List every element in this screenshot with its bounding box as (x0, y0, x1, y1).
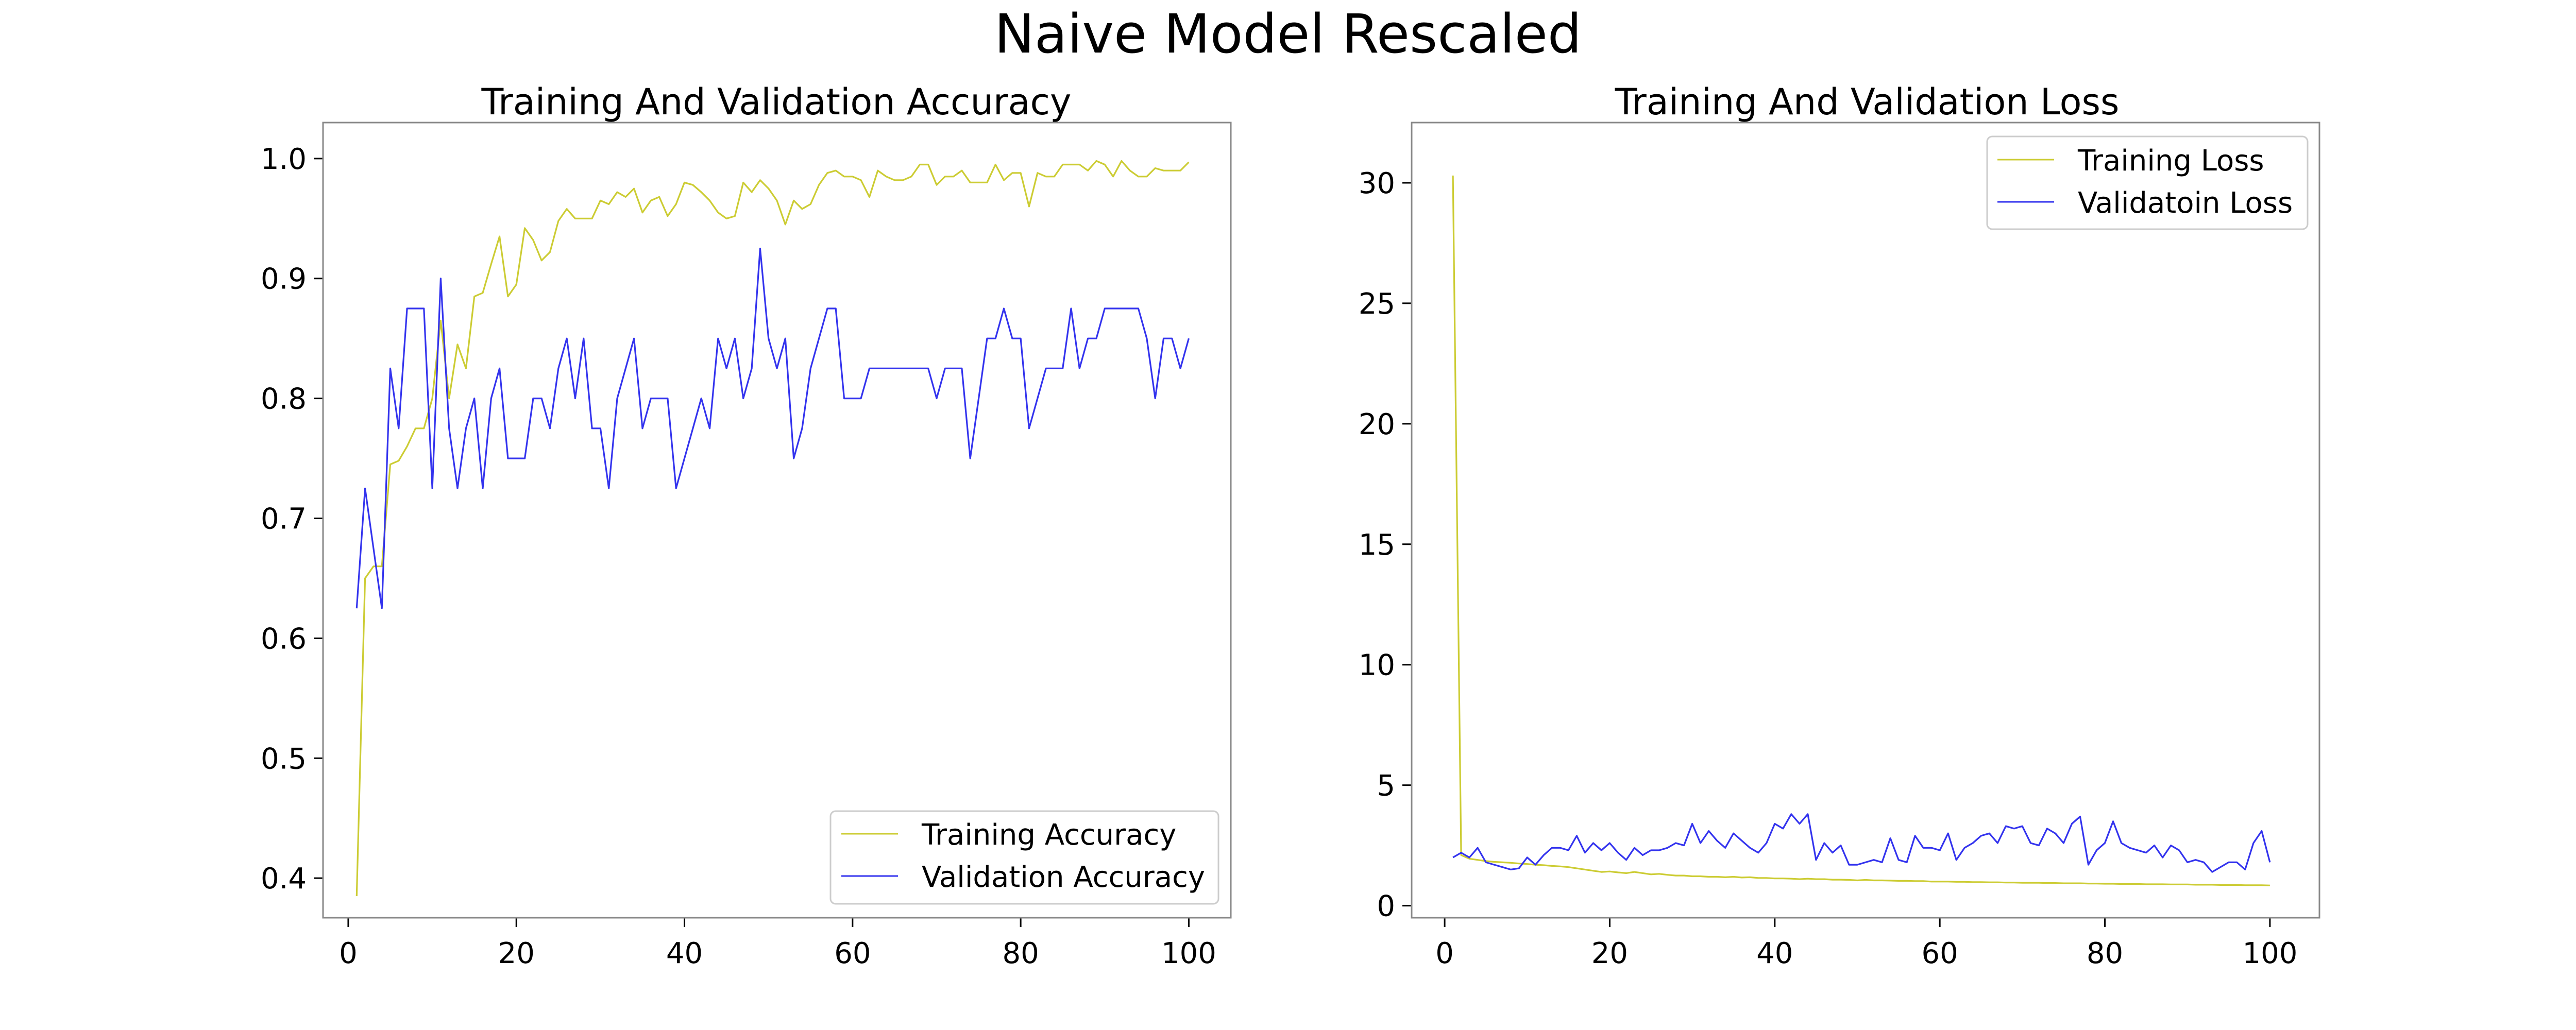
loss-y-tick-label: 5 (1377, 769, 1395, 803)
loss-x-tick-label: 40 (1756, 937, 1793, 970)
figure-title: Naive Model Rescaled (994, 3, 1582, 65)
loss-legend-box (1986, 135, 2309, 230)
legend-label-validation-accuracy: Validation Accuracy (922, 861, 1205, 894)
loss-chart: Training And Validation Loss 0 20 40 60 80 10… (1359, 81, 2320, 970)
accuracy-y-tick-label: 0.6 (261, 622, 307, 656)
accuracy-x-tick-label: 20 (498, 937, 535, 970)
accuracy-x-tick-label: 80 (1002, 937, 1039, 970)
loss-chart-title: Training And Validation Loss (1615, 81, 2120, 123)
accuracy-chart-title: Training And Validation Accuracy (481, 81, 1072, 123)
accuracy-chart-plot: 0 20 40 60 80 100 0.4 0.5 0.6 0.7 0.8 0.9 1.0 (261, 143, 1216, 970)
accuracy-y-tick-label: 0.4 (261, 862, 307, 896)
accuracy-y-tick-label: 0.8 (261, 383, 307, 416)
loss-chart-frame (1411, 122, 2320, 919)
loss-x-tick-label: 20 (1591, 937, 1628, 970)
loss-line-validatoin-loss (1452, 813, 2271, 873)
loss-legend: Training Loss Validatoin Loss (1986, 135, 2309, 230)
accuracy-x-tick-label: 0 (339, 937, 358, 970)
loss-x-tick-label: 60 (1922, 937, 1958, 970)
loss-y-tick-label: 25 (1359, 287, 1395, 321)
accuracy-legend-box (829, 810, 1219, 905)
accuracy-x-tick-label: 100 (1161, 937, 1216, 970)
loss-line-training-loss (1452, 175, 2270, 886)
loss-y-tick-label: 20 (1359, 408, 1395, 441)
loss-y-tick-label: 15 (1359, 528, 1395, 562)
loss-y-tick-label: 0 (1377, 890, 1395, 923)
accuracy-y-tick-label: 0.7 (261, 503, 307, 536)
legend-label-validation-loss: Validatoin Loss (2078, 186, 2293, 220)
legend-label-training-accuracy: Training Accuracy (921, 818, 1176, 852)
accuracy-y-tick-label: 0.5 (261, 742, 307, 776)
accuracy-line-validation-accuracy (355, 247, 1190, 609)
loss-x-tick-label: 0 (1435, 937, 1454, 970)
accuracy-y-tick-label: 1.0 (261, 143, 307, 176)
accuracy-y-tick-label: 0.9 (261, 263, 307, 296)
loss-y-tick-label: 10 (1359, 649, 1395, 682)
loss-x-tick-label: 80 (2087, 937, 2123, 970)
loss-chart-plot: 0 20 40 60 80 100 0 5 10 15 20 25 30 (1359, 167, 2298, 970)
accuracy-x-tick-label: 60 (834, 937, 871, 970)
loss-x-tick-label: 100 (2242, 937, 2297, 970)
legend-label-training-loss: Training Loss (2077, 144, 2264, 178)
accuracy-chart-frame (322, 122, 1232, 919)
accuracy-legend: Training Accuracy Validation Accuracy (829, 810, 1219, 905)
accuracy-line-training-accuracy (355, 160, 1190, 897)
accuracy-x-tick-label: 40 (666, 937, 703, 970)
loss-y-tick-label: 30 (1359, 167, 1395, 200)
accuracy-chart: Training And Validation Accuracy 0 20 40 60… (261, 81, 1232, 970)
